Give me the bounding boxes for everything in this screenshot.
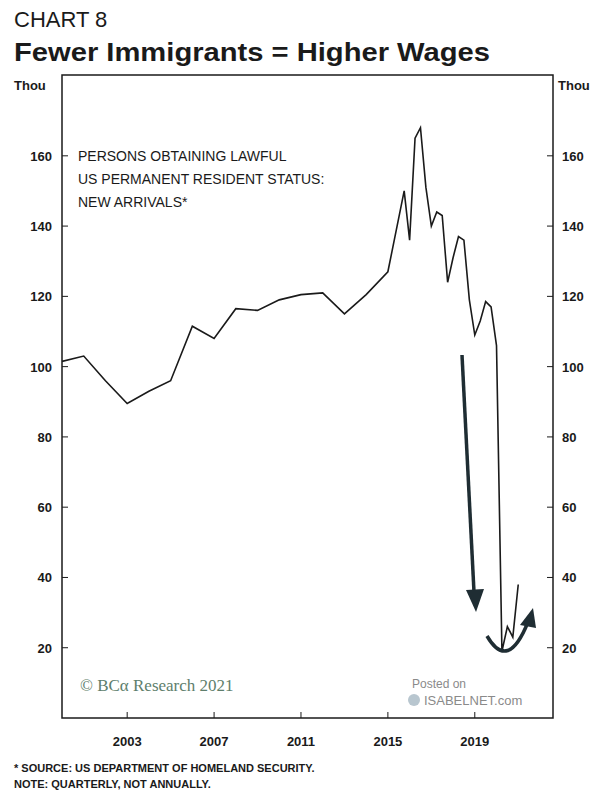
x-tick xyxy=(387,712,388,718)
x-tick-label: 2015 xyxy=(373,734,402,749)
y-tick-right xyxy=(547,647,553,648)
y-tick-left xyxy=(62,296,68,297)
watermark: ISABELNET.com xyxy=(424,693,522,708)
y-tick-left xyxy=(62,577,68,578)
chart-number: CHART 8 xyxy=(14,7,107,32)
y-tick-right xyxy=(547,577,553,578)
chart: CHART 8 Fewer Immigrants = Higher Wages Th… xyxy=(0,0,600,800)
posted-on: Posted on xyxy=(412,677,466,691)
y-tick-label-left: 40 xyxy=(38,570,52,585)
x-tick xyxy=(300,712,301,718)
y-tick-label-right: 160 xyxy=(562,149,584,164)
y-unit-right: Thou xyxy=(558,78,590,93)
x-tick-label: 2003 xyxy=(113,734,142,749)
y-unit-left: Thou xyxy=(14,78,46,93)
y-tick-right xyxy=(547,507,553,508)
x-tick-label: 2007 xyxy=(200,734,229,749)
up-arrow xyxy=(487,622,528,651)
y-tick-right xyxy=(547,155,553,156)
y-tick-label-left: 120 xyxy=(30,289,52,304)
logo-icon xyxy=(408,694,420,706)
series-annotation: PERSONS OBTAINING LAWFUL xyxy=(78,148,287,164)
y-tick-label-left: 60 xyxy=(38,500,52,515)
y-tick-right xyxy=(547,366,553,367)
y-tick-label-left: 160 xyxy=(30,149,52,164)
y-tick-left xyxy=(62,647,68,648)
y-tick-label-right: 20 xyxy=(562,641,576,656)
y-tick-label-right: 140 xyxy=(562,219,584,234)
up-arrow-head xyxy=(520,608,536,628)
y-tick-label-right: 100 xyxy=(562,360,584,375)
y-tick-label-right: 80 xyxy=(562,430,576,445)
x-tick xyxy=(214,712,215,718)
y-tick-left xyxy=(62,155,68,156)
y-tick-right xyxy=(547,436,553,437)
background xyxy=(0,0,600,800)
y-tick-left xyxy=(62,366,68,367)
x-tick-label: 2019 xyxy=(460,734,489,749)
y-tick-right xyxy=(547,296,553,297)
y-tick-label-right: 120 xyxy=(562,289,584,304)
x-tick-label: 2011 xyxy=(287,734,315,749)
series-annotation: US PERMANENT RESIDENT STATUS: xyxy=(78,171,324,187)
y-tick-label-left: 100 xyxy=(30,360,52,375)
y-tick-label-left: 80 xyxy=(38,430,52,445)
y-tick-label-left: 20 xyxy=(38,641,52,656)
y-tick-left xyxy=(62,436,68,437)
y-tick-left xyxy=(62,226,68,227)
y-tick-label-right: 60 xyxy=(562,500,576,515)
footnote: NOTE: QUARTERLY, NOT ANNUALLY. xyxy=(14,778,211,790)
x-tick xyxy=(127,712,128,718)
title: Fewer Immigrants = Higher Wages xyxy=(14,38,490,66)
series-line xyxy=(62,128,518,652)
plot-area xyxy=(62,128,518,652)
series-annotation: NEW ARRIVALS* xyxy=(78,194,188,210)
plot-frame xyxy=(62,75,553,718)
y-tick-label-right: 40 xyxy=(562,570,576,585)
credit: © BCα Research 2021 xyxy=(80,676,234,695)
x-tick xyxy=(474,712,475,718)
down-arrow xyxy=(462,355,474,592)
footnote: * SOURCE: US DEPARTMENT OF HOMELAND SECU… xyxy=(14,762,314,774)
y-tick-right xyxy=(547,226,553,227)
down-arrow-head xyxy=(466,589,484,612)
y-tick-left xyxy=(62,507,68,508)
y-tick-label-left: 140 xyxy=(30,219,52,234)
